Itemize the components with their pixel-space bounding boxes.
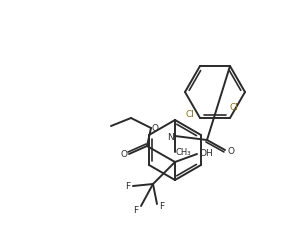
Text: CH₃: CH₃ [175, 147, 191, 157]
Text: Cl: Cl [185, 110, 195, 120]
Text: Cl: Cl [229, 103, 239, 112]
Text: OH: OH [199, 148, 213, 158]
Text: O: O [151, 123, 159, 133]
Text: F: F [159, 201, 165, 210]
Text: F: F [133, 206, 139, 215]
Text: N: N [168, 133, 174, 142]
Text: O: O [120, 149, 127, 159]
Text: O: O [227, 147, 234, 156]
Text: F: F [125, 182, 131, 191]
